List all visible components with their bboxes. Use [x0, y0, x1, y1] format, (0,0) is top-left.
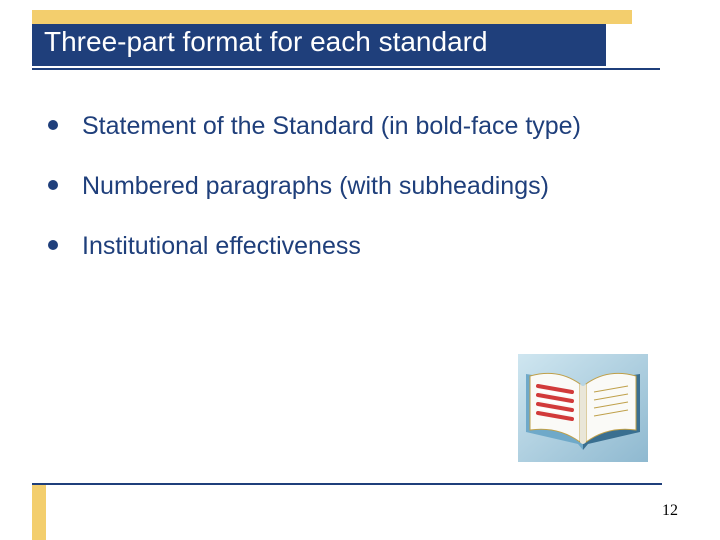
bullet-text: Statement of the Standard (in bold-face …: [82, 110, 581, 142]
bottom-rule: [32, 483, 662, 485]
title-underline: [32, 68, 660, 70]
top-accent-bar: [32, 10, 632, 24]
list-item: Numbered paragraphs (with subheadings): [48, 170, 668, 202]
bullet-dot-icon: [48, 240, 58, 250]
list-item: Statement of the Standard (in bold-face …: [48, 110, 668, 142]
slide: Three-part format for each standard Stat…: [0, 0, 720, 540]
page-number: 12: [662, 502, 678, 520]
list-item: Institutional effectiveness: [48, 230, 668, 262]
bottom-accent-bar: [32, 485, 46, 540]
slide-title: Three-part format for each standard: [44, 26, 488, 58]
title-block: Three-part format for each standard: [32, 24, 652, 66]
bullet-list: Statement of the Standard (in bold-face …: [48, 110, 668, 290]
bullet-text: Numbered paragraphs (with subheadings): [82, 170, 549, 202]
bullet-dot-icon: [48, 120, 58, 130]
bullet-text: Institutional effectiveness: [82, 230, 361, 262]
bullet-dot-icon: [48, 180, 58, 190]
open-book-icon: [518, 354, 648, 462]
